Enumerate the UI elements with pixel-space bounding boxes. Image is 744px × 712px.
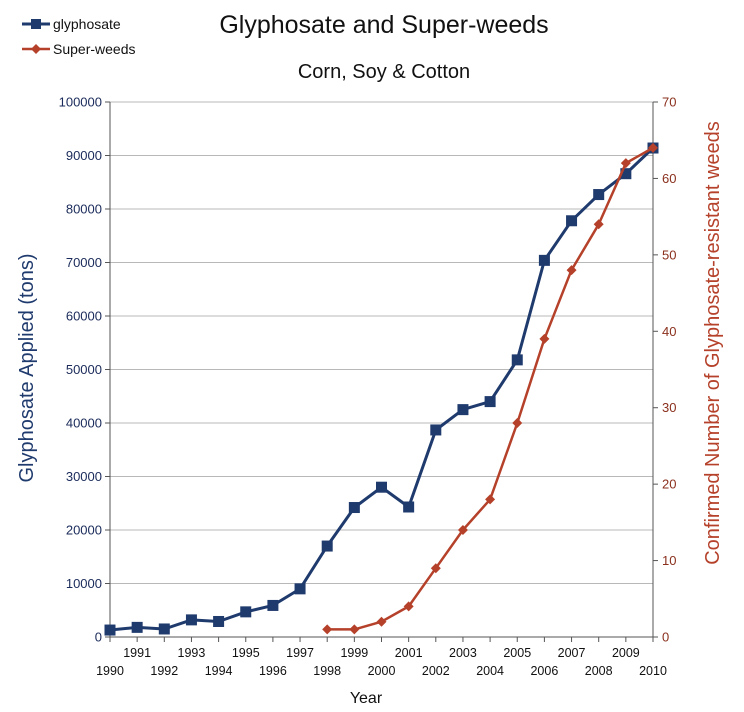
- x-tick-label: 1992: [150, 664, 178, 678]
- y-right-tick-label: 30: [662, 400, 676, 415]
- y-right-tick-label: 10: [662, 553, 676, 568]
- x-tick-label: 2002: [422, 664, 450, 678]
- chart-title: Glyphosate and Super-weeds: [219, 11, 548, 39]
- y-right-tick-label: 50: [662, 247, 676, 262]
- data-point: [213, 615, 225, 627]
- y-left-tick-label: 100000: [59, 95, 102, 110]
- y-left-tick-label: 80000: [66, 202, 102, 217]
- tick-labels: 0100002000030000400005000060000700008000…: [59, 95, 677, 679]
- data-point: [403, 601, 414, 612]
- data-point: [322, 624, 333, 635]
- legend-item-glyphosate: glyphosate: [22, 16, 121, 32]
- data-point: [566, 265, 577, 276]
- x-tick-label: 2006: [530, 664, 558, 678]
- y-left-tick-label: 70000: [66, 255, 102, 270]
- x-tick-label: 1997: [286, 646, 314, 660]
- data-point: [376, 616, 387, 627]
- data-point: [294, 583, 306, 595]
- y-left-tick-label: 50000: [66, 362, 102, 377]
- y-axis-right-title: Confirmed Number of Glyphosate-resistant…: [702, 121, 724, 565]
- data-point: [620, 168, 632, 180]
- data-point: [620, 158, 631, 169]
- data-point: [185, 614, 197, 626]
- data-point: [267, 599, 279, 611]
- x-tick-label: 1991: [123, 646, 151, 660]
- x-tick-label: 1995: [232, 646, 260, 660]
- data-point: [158, 623, 170, 635]
- data-point: [566, 215, 578, 227]
- data-point: [511, 354, 523, 366]
- series-glyphosate: [104, 142, 659, 636]
- x-tick-label: 2007: [558, 646, 586, 660]
- x-tick-label: 2010: [639, 664, 667, 678]
- data-point: [593, 189, 605, 201]
- x-tick-label: 2000: [368, 664, 396, 678]
- y-left-tick-label: 0: [95, 630, 102, 645]
- data-point: [457, 404, 469, 416]
- x-tick-label: 1994: [205, 664, 233, 678]
- data-point: [538, 254, 550, 266]
- data-point: [403, 501, 415, 513]
- legend-label-superweeds: Super-weeds: [53, 41, 136, 57]
- series: [104, 142, 659, 636]
- legend: glyphosate Super-weeds: [22, 16, 136, 57]
- x-tick-label: 2008: [585, 664, 613, 678]
- data-point: [648, 142, 658, 153]
- y-right-tick-label: 0: [662, 630, 669, 645]
- x-tick-label: 2005: [503, 646, 531, 660]
- y-left-tick-label: 90000: [66, 148, 102, 163]
- x-tick-label: 1999: [340, 646, 368, 660]
- x-tick-label: 1996: [259, 664, 287, 678]
- x-axis-title: Year: [350, 690, 383, 707]
- x-tick-label: 2009: [612, 646, 640, 660]
- grid: [110, 101, 653, 584]
- data-point: [376, 481, 387, 493]
- y-axis-left-title: Glyphosate Applied (tons): [16, 253, 38, 482]
- data-point: [457, 525, 468, 535]
- data-point: [430, 424, 442, 436]
- x-tick-label: 1993: [178, 646, 206, 660]
- x-tick-label: 2004: [476, 664, 504, 678]
- legend-marker-superweeds: [31, 44, 41, 54]
- data-point: [484, 396, 496, 408]
- y-left-tick-label: 40000: [66, 416, 102, 431]
- data-point: [485, 494, 496, 505]
- data-point: [131, 621, 143, 633]
- x-tick-label: 1990: [96, 664, 124, 678]
- x-tick-label: 2003: [449, 646, 477, 660]
- series-superweeds: [322, 142, 658, 635]
- legend-label-glyphosate: glyphosate: [53, 16, 121, 32]
- y-right-tick-label: 70: [662, 95, 676, 110]
- data-point: [539, 333, 550, 344]
- chart-subtitle: Corn, Soy & Cotton: [298, 61, 470, 83]
- y-right-tick-label: 60: [662, 171, 676, 186]
- data-point: [240, 606, 252, 618]
- x-tick-label: 1998: [313, 664, 341, 678]
- y-left-tick-label: 20000: [66, 523, 102, 538]
- legend-item-superweeds: Super-weeds: [22, 41, 136, 57]
- data-point: [512, 418, 523, 428]
- data-point: [104, 624, 116, 636]
- y-right-tick-label: 20: [662, 477, 676, 492]
- data-point: [349, 624, 360, 635]
- axes: [105, 101, 658, 642]
- series-line: [327, 146, 654, 631]
- data-point: [430, 563, 441, 574]
- data-point: [593, 219, 604, 230]
- data-point: [321, 540, 333, 552]
- y-right-tick-label: 40: [662, 324, 676, 339]
- legend-marker-glyphosate: [31, 19, 41, 29]
- y-left-tick-label: 30000: [66, 469, 102, 484]
- x-tick-label: 2001: [395, 646, 423, 660]
- data-point: [348, 502, 360, 514]
- y-left-tick-label: 60000: [66, 309, 102, 324]
- y-left-tick-label: 10000: [66, 576, 102, 591]
